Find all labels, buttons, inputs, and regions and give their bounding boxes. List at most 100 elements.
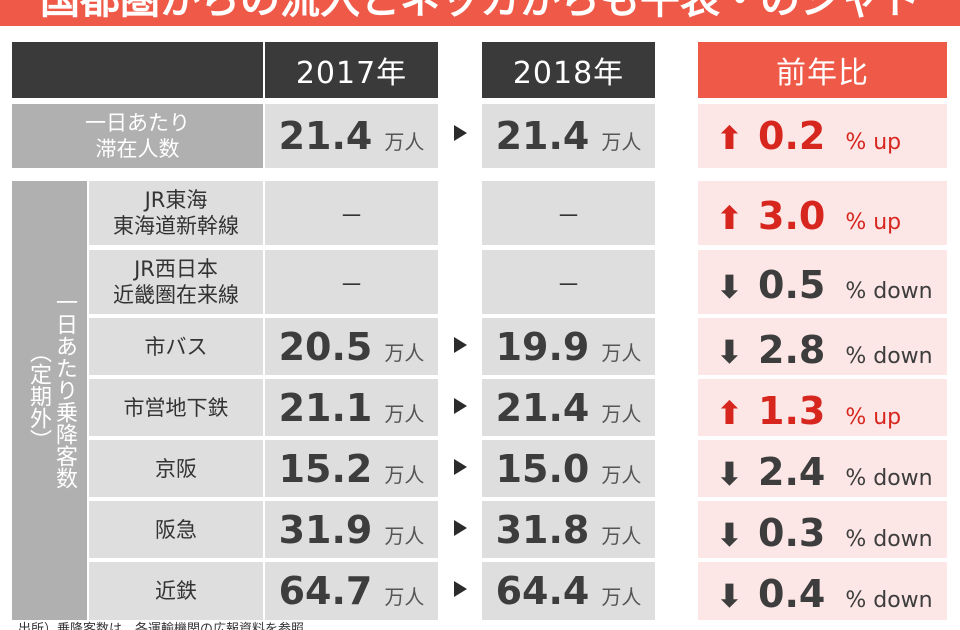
row-2017-cell: 64.7 万人 <box>265 562 438 620</box>
row-change-unit: % down <box>845 279 933 304</box>
row-label-cell: 阪急 <box>89 501 263 558</box>
arrow-down-icon: ⬇ <box>716 333 743 371</box>
row-change-value: 0.4 <box>758 572 826 616</box>
row-change-cell: ⬇ 0.4 % down <box>698 562 947 620</box>
row-2017-value: 20.5 <box>278 324 373 369</box>
arrow-up-icon: ⬆ <box>716 394 743 432</box>
triangle-right-icon <box>454 520 467 536</box>
row-2018-unit: 万人 <box>601 462 642 487</box>
row-2017-dash: － <box>339 270 364 299</box>
row-2018-value: 31.8 <box>495 507 590 552</box>
row-2018-cell: 19.9 万人 <box>482 318 655 375</box>
triangle-right-icon <box>454 398 467 414</box>
row-2017-unit: 万人 <box>384 401 425 426</box>
row-2018-value: 21.4 <box>495 385 590 430</box>
row-change-value: 0.3 <box>758 511 826 555</box>
footnote: 出所）乗降客数は、各運輸機関の広報資料を参照 <box>18 622 305 630</box>
row-change-cell: ⬇ 2.4 % down <box>698 440 947 497</box>
stay-2018-unit: 万人 <box>601 130 642 154</box>
row-2018-value: 15.0 <box>495 446 590 491</box>
row-2018-unit: 万人 <box>601 401 642 426</box>
row-2018-dash: － <box>556 270 581 299</box>
row-label: 市バス <box>144 334 208 359</box>
stay-label: 一日あたり 滞在人数 <box>85 111 190 161</box>
row-label: JR西日本 近畿圏在来線 <box>113 257 239 307</box>
row-change-unit: % down <box>845 466 933 491</box>
row-2017-cell: － <box>265 250 438 314</box>
header-change: 前年比 <box>698 42 947 98</box>
header-year-2018: 2018年 <box>482 42 655 98</box>
arrow-down-icon: ⬇ <box>716 577 743 615</box>
arrow-down-icon: ⬇ <box>716 516 743 554</box>
row-2018-unit: 万人 <box>601 585 642 609</box>
row-change-value: 2.4 <box>758 450 826 494</box>
row-label-cell: JR西日本 近畿圏在来線 <box>89 250 263 314</box>
row-2017-unit: 万人 <box>384 523 425 548</box>
row-2018-cell: 64.4 万人 <box>482 562 655 620</box>
arrow-up-icon: ⬆ <box>716 119 743 157</box>
row-change-value: 1.3 <box>758 389 826 433</box>
passengers-group-label: 一日あたり乗降客数 <box>52 291 77 489</box>
stay-2018-cell: 21.4 万人 <box>482 104 655 168</box>
triangle-right-icon <box>454 459 467 475</box>
header-year-2018-label: 2018年 <box>512 56 625 91</box>
row-change-cell: ⬆ 1.3 % up <box>698 379 947 436</box>
row-change-value: 0.5 <box>758 263 826 307</box>
row-2018-dash: － <box>556 201 581 230</box>
row-2017-value: 64.7 <box>278 569 373 613</box>
row-label-cell: 市営地下鉄 <box>89 379 263 436</box>
banner-title: 国都圏からの流入とネッカからも午表・のシャト <box>40 0 920 23</box>
row-2017-cell: 15.2 万人 <box>265 440 438 497</box>
row-2017-value: 21.1 <box>278 385 373 430</box>
row-change-unit: % down <box>845 527 933 552</box>
triangle-right-icon <box>454 125 467 141</box>
row-label: 市営地下鉄 <box>123 395 229 420</box>
row-change-cell: ⬆ 3.0 % up <box>698 181 947 245</box>
row-label: 近鉄 <box>155 579 197 603</box>
row-2017-cell: 21.1 万人 <box>265 379 438 436</box>
stay-change-unit: % up <box>845 130 902 155</box>
arrow-down-icon: ⬇ <box>716 455 743 493</box>
row-2018-cell: － <box>482 181 655 245</box>
passengers-group-sublabel: （定期外） <box>26 341 51 451</box>
header-year-2017-label: 2017年 <box>295 56 408 91</box>
row-label-cell: JR東海 東海道新幹線 <box>89 181 263 245</box>
row-2018-value: 19.9 <box>495 324 590 369</box>
row-2017-cell: 31.9 万人 <box>265 501 438 558</box>
header-blank <box>12 42 263 98</box>
row-2017-value: 15.2 <box>278 446 373 491</box>
title-banner: 国都圏からの流入とネッカからも午表・のシャト <box>0 0 960 26</box>
row-change-unit: % down <box>845 588 933 613</box>
row-2018-cell: － <box>482 250 655 314</box>
row-2017-cell: 20.5 万人 <box>265 318 438 375</box>
row-label: 阪急 <box>155 517 197 542</box>
stay-change-value: 0.2 <box>758 114 826 158</box>
arrow-down-icon: ⬇ <box>716 268 743 306</box>
row-change-cell: ⬇ 0.5 % down <box>698 250 947 314</box>
row-2018-cell: 21.4 万人 <box>482 379 655 436</box>
row-change-value: 3.0 <box>758 194 826 238</box>
row-label-cell: 市バス <box>89 318 263 375</box>
row-2017-unit: 万人 <box>384 340 425 365</box>
passengers-group-cell: 一日あたり乗降客数 （定期外） <box>12 181 87 620</box>
stay-2018-value: 21.4 <box>495 114 590 158</box>
row-label-cell: 京阪 <box>89 440 263 497</box>
stay-change-cell: ⬆ 0.2 % up <box>698 104 947 168</box>
row-label: JR東海 東海道新幹線 <box>113 188 239 238</box>
row-2018-cell: 31.8 万人 <box>482 501 655 558</box>
row-2018-unit: 万人 <box>601 523 642 548</box>
row-change-unit: % down <box>845 344 933 369</box>
header-year-2017: 2017年 <box>265 42 438 98</box>
row-change-unit: % up <box>845 405 902 430</box>
row-2017-dash: － <box>339 201 364 230</box>
row-change-cell: ⬇ 2.8 % down <box>698 318 947 375</box>
row-label-cell: 近鉄 <box>89 562 263 620</box>
stay-label-cell: 一日あたり 滞在人数 <box>12 104 263 168</box>
row-change-value: 2.8 <box>758 328 826 372</box>
row-2017-value: 31.9 <box>278 507 373 552</box>
row-2017-cell: － <box>265 181 438 245</box>
stay-2017-value: 21.4 <box>278 114 373 158</box>
row-2018-cell: 15.0 万人 <box>482 440 655 497</box>
row-2018-value: 64.4 <box>495 569 590 613</box>
arrow-up-icon: ⬆ <box>716 199 743 237</box>
